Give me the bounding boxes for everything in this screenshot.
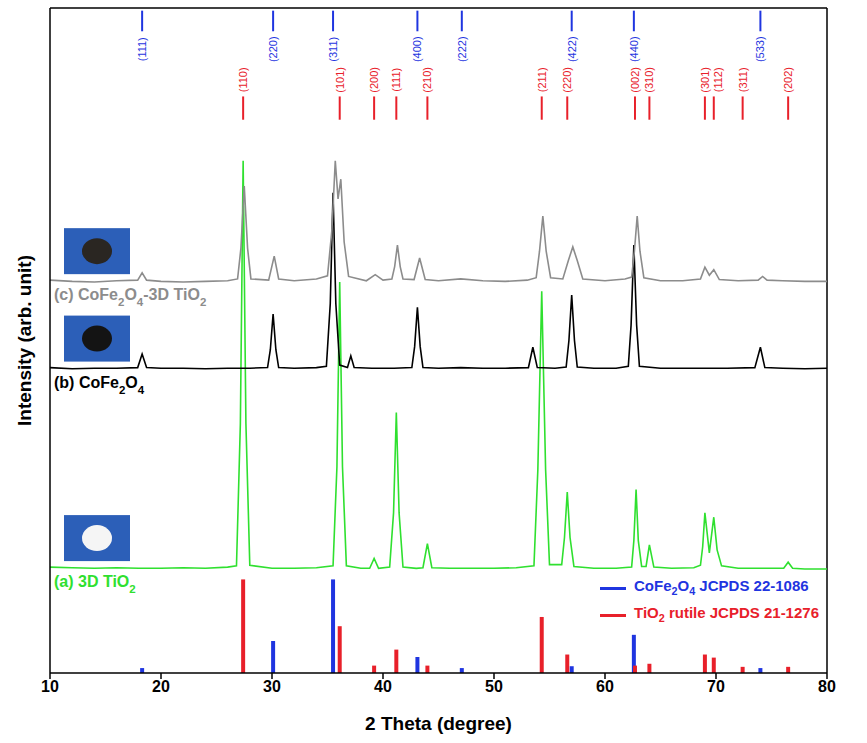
svg-text:(202): (202) <box>782 67 794 93</box>
svg-text:60: 60 <box>596 678 614 695</box>
svg-text:(301): (301) <box>699 67 711 93</box>
svg-text:2 Theta (degree): 2 Theta (degree) <box>365 713 512 734</box>
svg-text:(211): (211) <box>536 67 548 92</box>
svg-text:(101): (101) <box>334 67 346 93</box>
svg-text:(112): (112) <box>712 67 724 92</box>
svg-text:(220): (220) <box>561 67 573 93</box>
svg-text:(311): (311) <box>327 37 339 62</box>
svg-text:(422): (422) <box>566 36 578 62</box>
svg-text:(b) CoFe2O4: (b) CoFe2O4 <box>54 374 145 396</box>
svg-text:20: 20 <box>152 678 170 695</box>
html-text:TiO2rutile JCPDS 21-1276: TiO2rutile JCPDS 21-1276 <box>634 604 819 624</box>
svg-text:30: 30 <box>263 678 281 695</box>
html-text:CoFe2O4JCPDS 22-1086: CoFe2O4JCPDS 22-1086 <box>634 577 809 597</box>
svg-text:(440): (440) <box>628 36 640 62</box>
svg-text:(200): (200) <box>368 67 380 93</box>
svg-text:(110): (110) <box>237 67 249 92</box>
svg-text:(311): (311) <box>737 67 749 92</box>
svg-text:(310): (310) <box>643 67 655 93</box>
svg-text:10: 10 <box>41 678 59 695</box>
svg-text:(222): (222) <box>456 36 468 62</box>
svg-text:50: 50 <box>485 678 503 695</box>
svg-text:Intensity (arb. unit): Intensity (arb. unit) <box>14 255 35 426</box>
svg-text:70: 70 <box>707 678 725 695</box>
svg-text:(a) 3D TiO2: (a) 3D TiO2 <box>54 573 136 595</box>
svg-text:(220): (220) <box>267 36 279 62</box>
svg-text:40: 40 <box>374 678 392 695</box>
svg-text:(210): (210) <box>421 67 433 93</box>
svg-text:(002): (002) <box>629 67 641 93</box>
svg-text:80: 80 <box>818 678 836 695</box>
svg-text:(111): (111) <box>136 37 148 61</box>
svg-text:(533): (533) <box>754 36 766 62</box>
svg-text:(c) CoFe2O4-3D TiO2: (c) CoFe2O4-3D TiO2 <box>54 286 206 308</box>
svg-text:(400): (400) <box>411 36 423 62</box>
svg-text:(111): (111) <box>390 68 402 92</box>
